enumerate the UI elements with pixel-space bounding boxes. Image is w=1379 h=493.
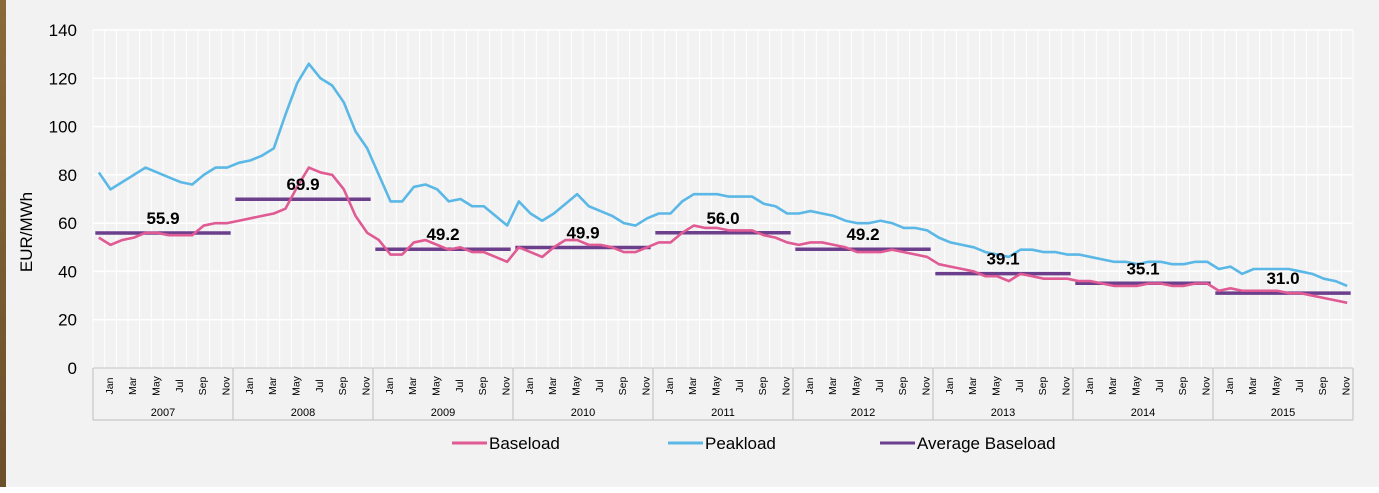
peakload-line	[97, 62, 1348, 288]
x-month-tick-label: Sep	[197, 377, 209, 396]
x-month-tick-label: Sep	[617, 377, 629, 396]
x-month-tick-label: Jan	[244, 377, 256, 394]
x-month-tick-label: Mar	[967, 376, 979, 395]
x-month-tick-label: Jul	[874, 379, 886, 392]
baseload-line	[98, 166, 1348, 305]
y-tick-label: 100	[49, 118, 77, 137]
x-month-tick-label: Mar	[1107, 376, 1119, 395]
x-month-tick-label: May	[571, 375, 583, 396]
left-decor-strip	[0, 0, 6, 493]
average-baseload-label: 31.0	[1266, 269, 1299, 288]
average-baseload-label: 55.9	[146, 209, 179, 228]
x-month-tick-label: Jan	[664, 377, 676, 394]
x-month-tick-label: Jan	[104, 377, 116, 394]
x-year-label: 2015	[1271, 407, 1295, 419]
y-tick-label: 140	[49, 21, 77, 40]
x-year-label: 2014	[1131, 407, 1155, 419]
x-month-tick-label: Jul	[1294, 379, 1306, 392]
y-tick-label: 120	[49, 69, 77, 88]
average-baseload-label: 49.2	[846, 225, 879, 244]
x-month-tick-label: Mar	[687, 376, 699, 395]
series-layer	[97, 62, 1348, 305]
x-month-tick-label: Mar	[407, 376, 419, 395]
average-baseload-label: 39.1	[986, 250, 1019, 269]
x-month-tick-label: Jan	[804, 377, 816, 394]
x-month-tick-label: Nov	[361, 376, 373, 395]
x-month-tick-label: May	[1271, 375, 1283, 396]
x-month-tick-label: Nov	[1201, 376, 1213, 395]
x-axis: Jan Mar May Jul Sep Nov 2007 Jan Mar May Jul Sep Nov…	[92, 367, 1354, 421]
x-month-tick-label: Nov	[501, 376, 513, 395]
x-month-tick-label: Sep	[1177, 377, 1189, 396]
x-month-tick-label: Jul	[314, 379, 326, 392]
x-month-tick-label: Jan	[384, 377, 396, 394]
x-year-label: 2012	[851, 407, 875, 419]
x-month-tick-label: Nov	[221, 376, 233, 395]
average-baseload-label: 49.9	[566, 224, 599, 243]
x-month-tick-label: Jul	[734, 379, 746, 392]
x-month-tick-label: Jul	[454, 379, 466, 392]
x-month-tick-label: Jul	[174, 379, 186, 392]
average-baseload-label: 49.2	[426, 225, 459, 244]
x-month-tick-label: Mar	[127, 376, 139, 395]
x-month-tick-label: Nov	[1061, 376, 1073, 395]
x-month-tick-label: Sep	[1037, 377, 1049, 396]
x-month-tick-label: Jan	[1084, 377, 1096, 394]
x-month-tick-label: Jul	[1014, 379, 1026, 392]
y-tick-label: 60	[58, 214, 77, 233]
x-year-label: 2013	[991, 407, 1015, 419]
x-month-tick-label: May	[711, 375, 723, 396]
x-month-tick-label: Mar	[267, 376, 279, 395]
average-baseload-label: 69.9	[286, 175, 319, 194]
y-tick-label: 20	[58, 311, 77, 330]
x-year-label: 2007	[151, 407, 175, 419]
x-month-tick-label: Jan	[944, 377, 956, 394]
x-month-tick-label: Sep	[337, 377, 349, 396]
x-month-tick-label: Sep	[897, 377, 909, 396]
x-month-tick-label: Sep	[477, 377, 489, 396]
average-baseload-label: 35.1	[1126, 259, 1159, 278]
x-month-tick-label: May	[291, 375, 303, 396]
x-month-tick-label: Nov	[921, 376, 933, 395]
y-axis-label: EUR/MWh	[17, 192, 36, 272]
x-month-tick-label: Jan	[524, 377, 536, 394]
legend-label-average-baseload: Average Baseload	[917, 434, 1056, 453]
average-baseload-label: 56.0	[706, 209, 739, 228]
x-month-tick-label: Jul	[594, 379, 606, 392]
bottom-strip	[0, 487, 1379, 493]
y-axis: 0 20 40 60 80 100 120 140	[49, 21, 77, 378]
x-month-tick-label: May	[151, 375, 163, 396]
x-month-tick-label: May	[991, 375, 1003, 396]
x-month-tick-label: Mar	[547, 376, 559, 395]
x-month-tick-label: Jul	[1154, 379, 1166, 392]
x-month-tick-label: Mar	[1247, 376, 1259, 395]
x-month-tick-label: Sep	[757, 377, 769, 396]
average-labels: 55.9 69.9 49.2 49.9 56.0 49.2 39.1 35.1 31.0	[146, 175, 1299, 288]
x-month-tick-label: Nov	[1341, 376, 1353, 395]
legend-label-peakload: Peakload	[705, 434, 776, 453]
x-month-tick-label: Nov	[641, 376, 653, 395]
x-month-tick-label: Jan	[1224, 377, 1236, 394]
x-month-tick-label: May	[851, 375, 863, 396]
x-month-tick-label: May	[1131, 375, 1143, 396]
y-tick-label: 0	[68, 359, 77, 378]
x-month-tick-label: Nov	[781, 376, 793, 395]
y-tick-label: 80	[58, 166, 77, 185]
x-month-tick-label: May	[431, 375, 443, 396]
x-year-label: 2010	[571, 407, 595, 419]
y-tick-label: 40	[58, 262, 77, 281]
x-year-label: 2011	[711, 407, 735, 419]
x-month-tick-label: Sep	[1317, 377, 1329, 396]
x-month-tick-label: Mar	[827, 376, 839, 395]
legend: Baseload Peakload Average Baseload	[452, 434, 1056, 453]
legend-label-baseload: Baseload	[489, 434, 560, 453]
x-year-label: 2008	[291, 407, 315, 419]
x-year-label: 2009	[431, 407, 455, 419]
